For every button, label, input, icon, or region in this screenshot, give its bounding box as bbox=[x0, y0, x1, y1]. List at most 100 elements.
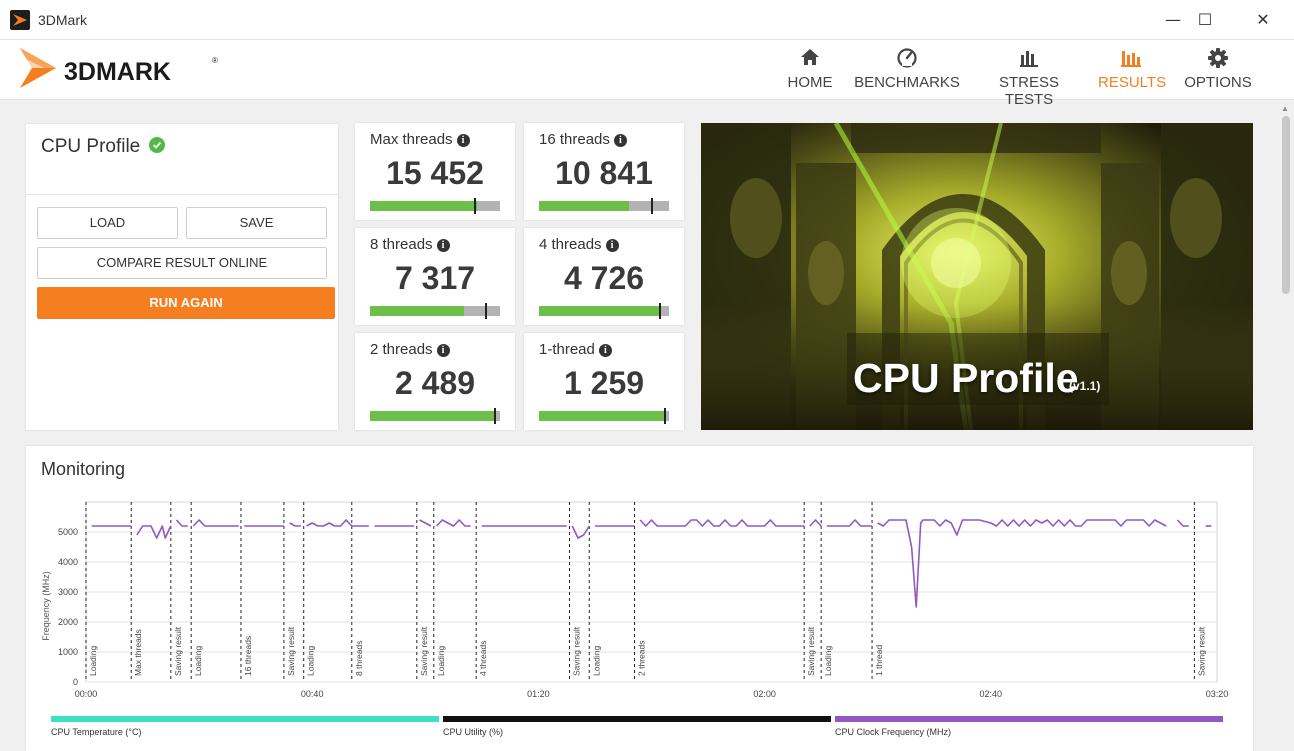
load-button[interactable]: LOAD bbox=[37, 207, 178, 239]
tile-label: 2 threads bbox=[370, 341, 433, 358]
legend-bar-temperature[interactable] bbox=[51, 716, 439, 722]
legend-bar-utility[interactable] bbox=[443, 716, 831, 722]
phase-marker-label: Loading bbox=[591, 645, 601, 676]
frequency-line-segment bbox=[175, 519, 188, 527]
nav-benchmarks[interactable]: BENCHMARKS bbox=[852, 46, 962, 96]
result-title: CPU Profile bbox=[41, 136, 141, 157]
phase-marker-label: 8 threads bbox=[354, 641, 364, 676]
nav-benchmarks-label: BENCHMARKS bbox=[854, 74, 960, 91]
score-bar-marker bbox=[474, 198, 477, 214]
benchmark-hero-image: CPU Profile (v1.1) bbox=[701, 123, 1253, 430]
tile-score: 15 452 bbox=[386, 155, 484, 191]
score-bar-marker bbox=[658, 303, 661, 319]
y-tick-label: 4000 bbox=[58, 557, 78, 567]
frequency-line-segment bbox=[877, 519, 1167, 608]
close-button[interactable]: ✕ bbox=[1256, 10, 1270, 29]
maximize-button[interactable]: ☐ bbox=[1197, 10, 1213, 29]
legend-label-temperature: CPU Temperature (°C) bbox=[51, 727, 142, 737]
app-logo-icon bbox=[10, 10, 30, 30]
phase-marker-label: Saving result bbox=[806, 626, 816, 676]
phase-marker-label: Loading bbox=[823, 645, 833, 676]
score-tile-16-threads: 16 threads i 10 841 bbox=[524, 123, 684, 220]
save-button[interactable]: SAVE bbox=[186, 207, 327, 239]
phase-marker-label: 1 thread bbox=[874, 645, 884, 676]
compare-result-online-button[interactable]: COMPARE RESULT ONLINE bbox=[37, 247, 327, 279]
y-tick-label: 3000 bbox=[58, 587, 78, 597]
hero-title: CPU Profile bbox=[853, 355, 1079, 401]
logo-text: 3DMARK bbox=[64, 58, 171, 86]
tile-label: 8 threads bbox=[370, 236, 433, 253]
run-again-button[interactable]: RUN AGAIN bbox=[37, 287, 335, 319]
phase-marker-label: Loading bbox=[88, 645, 98, 676]
home-icon bbox=[801, 49, 819, 65]
score-bar-marker bbox=[493, 408, 496, 424]
hero-version: (v1.1) bbox=[1069, 379, 1101, 393]
check-circle-icon bbox=[149, 137, 165, 153]
nav-results[interactable]: RESULTS bbox=[1098, 46, 1167, 96]
vertical-scrollbar[interactable]: ▲ bbox=[1277, 100, 1294, 751]
phase-marker-label: Saving result bbox=[572, 626, 582, 676]
frequency-line-segment bbox=[809, 519, 822, 527]
info-icon[interactable]: i bbox=[613, 134, 627, 147]
score-bar bbox=[370, 303, 500, 319]
score-bar-fill bbox=[539, 411, 667, 421]
frequency-line-segment bbox=[436, 519, 471, 527]
info-icon[interactable]: i bbox=[598, 344, 612, 357]
phase-marker-label: Loading bbox=[306, 645, 316, 676]
frequency-line-segment bbox=[136, 525, 172, 539]
score-bar bbox=[539, 303, 669, 319]
score-tile-1-thread: 1-thread i 1 259 bbox=[524, 333, 684, 430]
tile-label: Max threads bbox=[370, 131, 453, 148]
phase-marker-label: 16 threads bbox=[243, 636, 253, 676]
info-icon[interactable]: i bbox=[605, 239, 619, 252]
info-icon[interactable]: i bbox=[436, 239, 450, 252]
phase-marker-label: Saving result bbox=[419, 626, 429, 676]
y-axis-title: Frequency (MHz) bbox=[41, 571, 51, 641]
y-tick-label: 5000 bbox=[58, 527, 78, 537]
phase-marker-label: Saving result bbox=[173, 626, 183, 676]
frequency-line-segment bbox=[571, 525, 590, 539]
scrollbar-thumb[interactable] bbox=[1282, 116, 1290, 294]
tile-label: 1-thread bbox=[539, 341, 595, 358]
phase-marker-label: Saving result bbox=[286, 626, 296, 676]
phase-marker-label: Loading bbox=[436, 645, 446, 676]
score-bar bbox=[370, 408, 500, 424]
window-titlebar: 3DMark — ☐ ✕ bbox=[0, 0, 1294, 40]
tile-score: 1 259 bbox=[563, 365, 645, 401]
frequency-line-segment bbox=[639, 519, 805, 527]
minimize-button[interactable]: — bbox=[1165, 10, 1181, 29]
panel-divider bbox=[26, 194, 338, 195]
score-bar-fill bbox=[370, 411, 497, 421]
window-title: 3DMark bbox=[38, 12, 88, 28]
score-tile-4-threads: 4 threads i 4 726 bbox=[524, 228, 684, 325]
nav-home[interactable]: HOME bbox=[782, 46, 838, 96]
x-tick-label: 02:40 bbox=[980, 689, 1003, 699]
frequency-line-segment bbox=[826, 519, 872, 527]
tile-label: 16 threads bbox=[539, 131, 610, 148]
score-tile-max-threads: Max threads i 15 452 bbox=[355, 123, 515, 220]
nav-results-label: RESULTS bbox=[1098, 74, 1167, 91]
nav-stress-tests[interactable]: STRESS TESTS bbox=[976, 46, 1082, 108]
phase-marker-label: 2 threads bbox=[637, 641, 647, 676]
info-icon[interactable]: i bbox=[456, 134, 470, 147]
info-icon[interactable]: i bbox=[436, 344, 450, 357]
nav-options[interactable]: OPTIONS bbox=[1180, 46, 1256, 96]
phase-marker-label: Loading bbox=[193, 645, 203, 676]
score-bar-fill bbox=[539, 201, 629, 211]
tile-score: 2 489 bbox=[394, 365, 476, 401]
gear-icon bbox=[1208, 48, 1228, 68]
legend-label-frequency: CPU Clock Frequency (MHz) bbox=[835, 727, 952, 737]
legend-bar-frequency[interactable] bbox=[835, 716, 1223, 722]
scroll-up-icon[interactable]: ▲ bbox=[1281, 104, 1289, 113]
3dmark-logo: 3DMARK ® bbox=[16, 44, 226, 94]
y-tick-label: 2000 bbox=[58, 617, 78, 627]
nav-options-label: OPTIONS bbox=[1184, 74, 1252, 91]
score-tile-8-threads: 8 threads i 7 317 bbox=[355, 228, 515, 325]
nav-stress-tests-label: STRESS TESTS bbox=[998, 74, 1059, 108]
score-bar-marker bbox=[484, 303, 487, 319]
score-bar-fill bbox=[370, 306, 464, 316]
monitoring-title: Monitoring bbox=[41, 459, 126, 479]
frequency-line-segment bbox=[192, 519, 239, 527]
gauge-icon bbox=[897, 48, 917, 68]
result-actions-panel: CPU Profile LOAD SAVE COMPARE RESULT ONL… bbox=[26, 124, 338, 430]
